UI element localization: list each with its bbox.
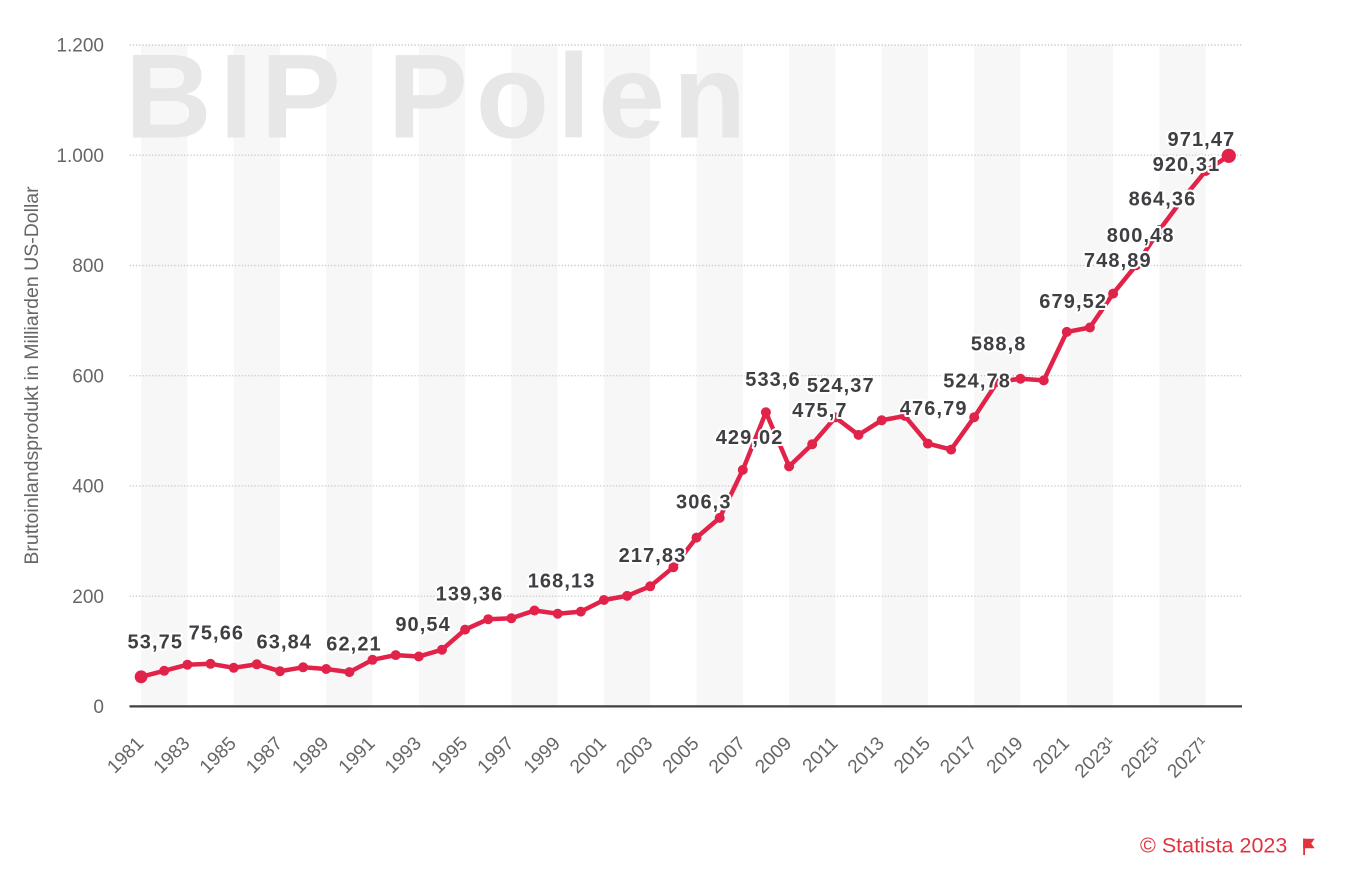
svg-text:971,47: 971,47 — [1168, 129, 1236, 151]
svg-text:920,31: 920,31 — [1153, 154, 1221, 176]
svg-text:800,48: 800,48 — [1107, 225, 1175, 247]
svg-text:75,66: 75,66 — [189, 623, 245, 645]
svg-text:0: 0 — [93, 697, 104, 718]
svg-text:168,13: 168,13 — [528, 570, 596, 592]
svg-text:62,21: 62,21 — [326, 634, 382, 656]
svg-text:476,79: 476,79 — [900, 398, 968, 420]
svg-text:63,84: 63,84 — [257, 632, 313, 654]
svg-text:600: 600 — [72, 366, 104, 387]
svg-text:524,78: 524,78 — [943, 371, 1011, 393]
svg-text:533,6: 533,6 — [745, 369, 801, 391]
svg-text:1.000: 1.000 — [56, 146, 104, 167]
svg-text:864,36: 864,36 — [1129, 188, 1197, 210]
svg-text:400: 400 — [72, 477, 104, 498]
svg-text:588,8: 588,8 — [971, 334, 1027, 356]
svg-text:429,02: 429,02 — [716, 427, 784, 449]
svg-text:475,7: 475,7 — [792, 400, 848, 422]
svg-text:524,37: 524,37 — [807, 375, 875, 397]
svg-text:90,54: 90,54 — [395, 614, 451, 636]
svg-text:800: 800 — [72, 256, 104, 277]
svg-text:BIP Polen: BIP Polen — [125, 30, 754, 164]
svg-text:679,52: 679,52 — [1039, 291, 1107, 313]
svg-text:139,36: 139,36 — [436, 584, 504, 606]
svg-text:53,75: 53,75 — [128, 632, 184, 654]
svg-text:306,3: 306,3 — [676, 492, 732, 514]
svg-text:217,83: 217,83 — [619, 545, 687, 567]
svg-text:748,89: 748,89 — [1084, 250, 1152, 272]
svg-text:Bruttoinlandsprodukt in Millia: Bruttoinlandsprodukt in Milliarden US-Do… — [21, 186, 43, 565]
svg-text:1.200: 1.200 — [56, 36, 104, 57]
svg-text:200: 200 — [72, 587, 104, 608]
svg-text:© Statista 2023: © Statista 2023 — [1140, 834, 1287, 858]
